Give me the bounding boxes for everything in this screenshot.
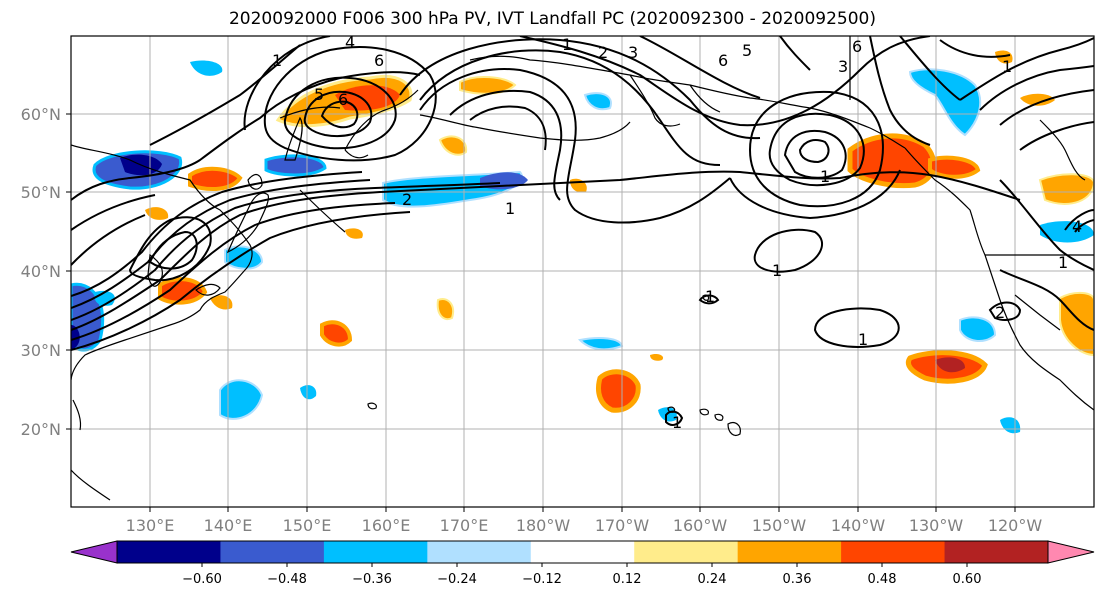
colorbar: −0.60 −0.48 −0.36 −0.24 −0.12 0.12 0.24 0.36 0.4… <box>70 540 1095 587</box>
neg-blob <box>908 68 982 137</box>
tick-marks <box>66 113 1016 512</box>
contour-label: 1 <box>272 51 282 70</box>
neg-blob <box>71 325 80 350</box>
neg-blob <box>264 154 327 177</box>
lat-label: 30°N <box>21 341 61 360</box>
colorbar-tick-label: 0.60 <box>953 572 982 587</box>
contour-label: 1 <box>705 287 715 306</box>
lon-label: 120°W <box>988 516 1043 535</box>
colorbar-segment <box>220 541 325 563</box>
colorbar-segment <box>634 541 739 563</box>
colorbar-segment <box>323 541 428 563</box>
lon-label: 170°W <box>595 516 650 535</box>
coastlines <box>71 36 1094 501</box>
pos-blob <box>928 155 981 179</box>
contour-label: 4 <box>1072 217 1082 236</box>
lon-label: 160°W <box>673 516 728 535</box>
lat-label: 50°N <box>21 183 61 202</box>
colorbar-segment <box>117 541 221 563</box>
lon-label: 170°E <box>440 516 489 535</box>
pos-blob <box>650 353 664 361</box>
colorbar-tick-label: −0.24 <box>437 572 477 587</box>
contour-label: 1 <box>672 413 682 432</box>
pos-blob <box>459 76 517 95</box>
pos-blob <box>158 277 208 305</box>
latitude-labels: 60°N 50°N 40°N 30°N 20°N <box>21 105 61 439</box>
pos-blob <box>320 320 353 347</box>
neg-blob <box>224 245 264 270</box>
pos-blob <box>436 298 454 320</box>
lon-label: 150°E <box>283 516 332 535</box>
contour-label: 2 <box>995 303 1005 322</box>
pos-blob <box>596 369 641 413</box>
lat-label: 40°N <box>21 262 61 281</box>
lat-label: 20°N <box>21 420 61 439</box>
colorbar-frame <box>116 540 1049 564</box>
contour-label: 1 <box>772 261 782 280</box>
lon-label: 140°W <box>831 516 886 535</box>
colorbar-tick-label: −0.60 <box>182 572 222 587</box>
lat-label: 60°N <box>21 105 61 124</box>
colorbar-tick-label: −0.12 <box>522 572 562 587</box>
shading-layer <box>71 50 1094 434</box>
lon-label: 130°E <box>126 516 175 535</box>
colorbar-segment <box>427 541 532 563</box>
colorbar-tick-label: 0.12 <box>613 572 642 587</box>
neg-blob <box>300 385 317 400</box>
colorbar-extend-min <box>70 540 118 564</box>
contour-label: 1 <box>820 167 830 186</box>
pos-blob <box>438 135 468 156</box>
colorbar-extend-max <box>1047 540 1095 564</box>
contour-label: 6 <box>852 37 862 56</box>
contour-label: 2 <box>598 43 608 62</box>
pos-blob <box>145 207 169 220</box>
pos-blob <box>345 228 363 239</box>
colorbar-tick-label: 0.24 <box>698 572 727 587</box>
contour-label: 6 <box>374 51 384 70</box>
contour-label: 6 <box>338 90 348 109</box>
lon-label: 150°W <box>752 516 807 535</box>
pos-blob <box>188 166 243 192</box>
map-title: 2020092000 F006 300 hPa PV, IVT Landfall… <box>228 9 876 29</box>
contour-label: 5 <box>314 85 324 104</box>
colorbar-tick-label: −0.36 <box>352 572 392 587</box>
contour-label: 1 <box>1002 57 1012 76</box>
colorbar-segment <box>530 541 635 563</box>
lon-label: 130°W <box>909 516 964 535</box>
colorbar-segment <box>841 541 946 563</box>
contour-label: 4 <box>345 33 355 52</box>
neg-blob <box>190 60 223 76</box>
pv-contours <box>71 36 1094 426</box>
pos-blob <box>935 357 965 373</box>
colorbar-segment <box>737 541 842 563</box>
lon-label: 160°E <box>362 516 411 535</box>
neg-blob <box>219 379 264 420</box>
contour-label: 1 <box>505 199 515 218</box>
contour-label: 3 <box>838 57 848 76</box>
colorbar-ticks: −0.60 −0.48 −0.36 −0.24 −0.12 0.12 0.24 0.36 0.4… <box>182 563 981 587</box>
neg-blob <box>959 316 997 342</box>
contour-label: 5 <box>742 41 752 60</box>
longitude-labels: 130°E 140°E 150°E 160°E 170°E 180°W 170°… <box>126 516 1043 535</box>
colorbar-tick-label: −0.48 <box>267 572 307 587</box>
colorbar-segment <box>944 541 1049 563</box>
pos-blob <box>1020 93 1055 106</box>
lon-label: 140°E <box>204 516 253 535</box>
contour-label: 1 <box>858 330 868 349</box>
colorbar-tick-label: 0.48 <box>868 572 897 587</box>
lon-label: 180°W <box>516 516 571 535</box>
contour-label: 3 <box>628 43 638 62</box>
contour-label: 2 <box>402 190 412 209</box>
contour-labels: 1 4 6 6 5 2 1 1 2 3 5 6 3 6 1 1 1 2 1 4 … <box>272 33 1082 432</box>
colorbar-tick-label: 0.36 <box>783 572 812 587</box>
gridlines <box>71 36 1094 507</box>
pos-blob <box>210 295 233 310</box>
contour-label: 6 <box>718 51 728 70</box>
contour-label: 1 <box>562 35 572 54</box>
contour-label: 1 <box>1058 253 1068 272</box>
colorbar-segments <box>117 541 1049 563</box>
neg-blob <box>583 92 612 111</box>
